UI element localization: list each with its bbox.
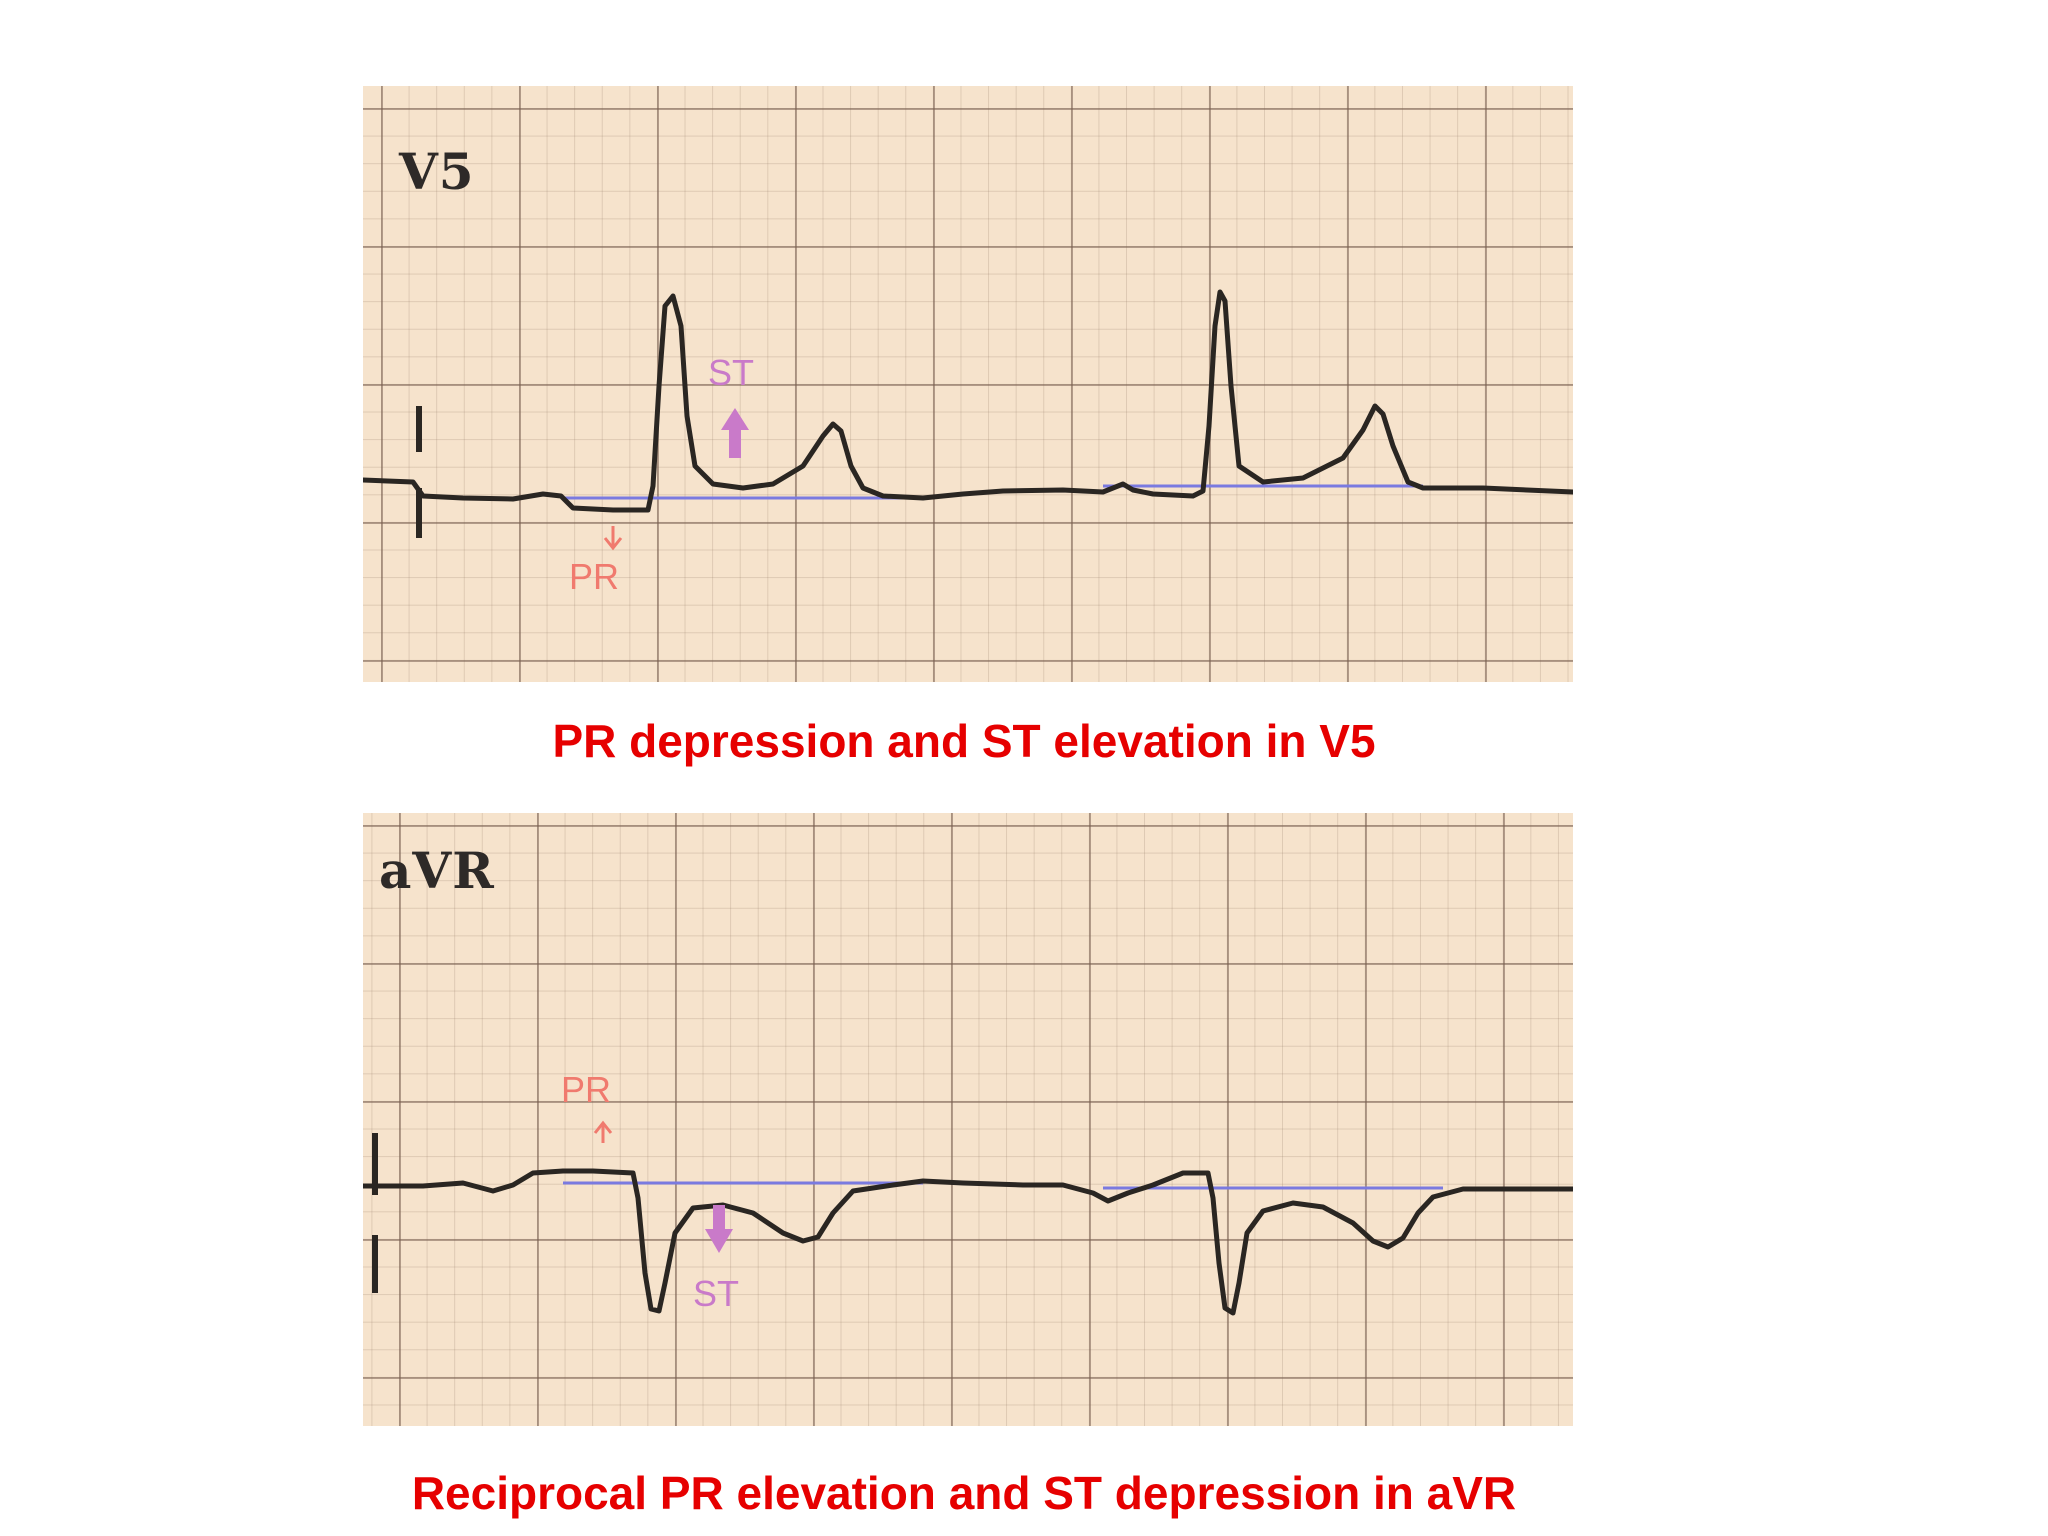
st-down-arrow (705, 1229, 733, 1253)
lead-label-v5: V5 (399, 142, 475, 201)
st-annotation: ST (708, 352, 755, 393)
ecg-waveform-v5 (363, 289, 1573, 513)
ecg-strip-v5: V5 ST PR (363, 86, 1573, 682)
st-annotation: ST (693, 1273, 740, 1314)
caption-v5: PR depression and ST elevation in V5 (552, 715, 1376, 767)
caption-avr: Reciprocal PR elevation and ST depressio… (411, 1467, 1517, 1519)
pr-annotation: PR (569, 556, 620, 597)
st-up-arrow (721, 408, 749, 430)
ecg-trace-avr (363, 1120, 1573, 1316)
pr-annotation: PR (561, 1069, 612, 1110)
ecg-strip-avr: aVR ST PR (363, 813, 1573, 1426)
lead-label-avr: aVR (379, 841, 495, 900)
ecg-waveform-avr (363, 1168, 1573, 1316)
ecg-trace-v5 (363, 289, 1573, 551)
